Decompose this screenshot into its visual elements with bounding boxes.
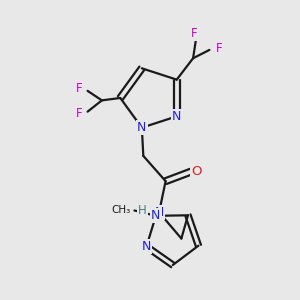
Text: F: F <box>191 27 198 40</box>
Text: O: O <box>191 165 202 178</box>
Text: CH₃: CH₃ <box>112 206 131 215</box>
Text: F: F <box>216 42 223 55</box>
Text: N: N <box>172 110 182 123</box>
Text: N: N <box>137 121 146 134</box>
Text: F: F <box>76 106 82 120</box>
Text: N: N <box>142 240 151 253</box>
Text: N: N <box>154 206 164 219</box>
Text: H: H <box>138 204 147 218</box>
Text: N: N <box>151 209 160 222</box>
Text: F: F <box>76 82 82 95</box>
